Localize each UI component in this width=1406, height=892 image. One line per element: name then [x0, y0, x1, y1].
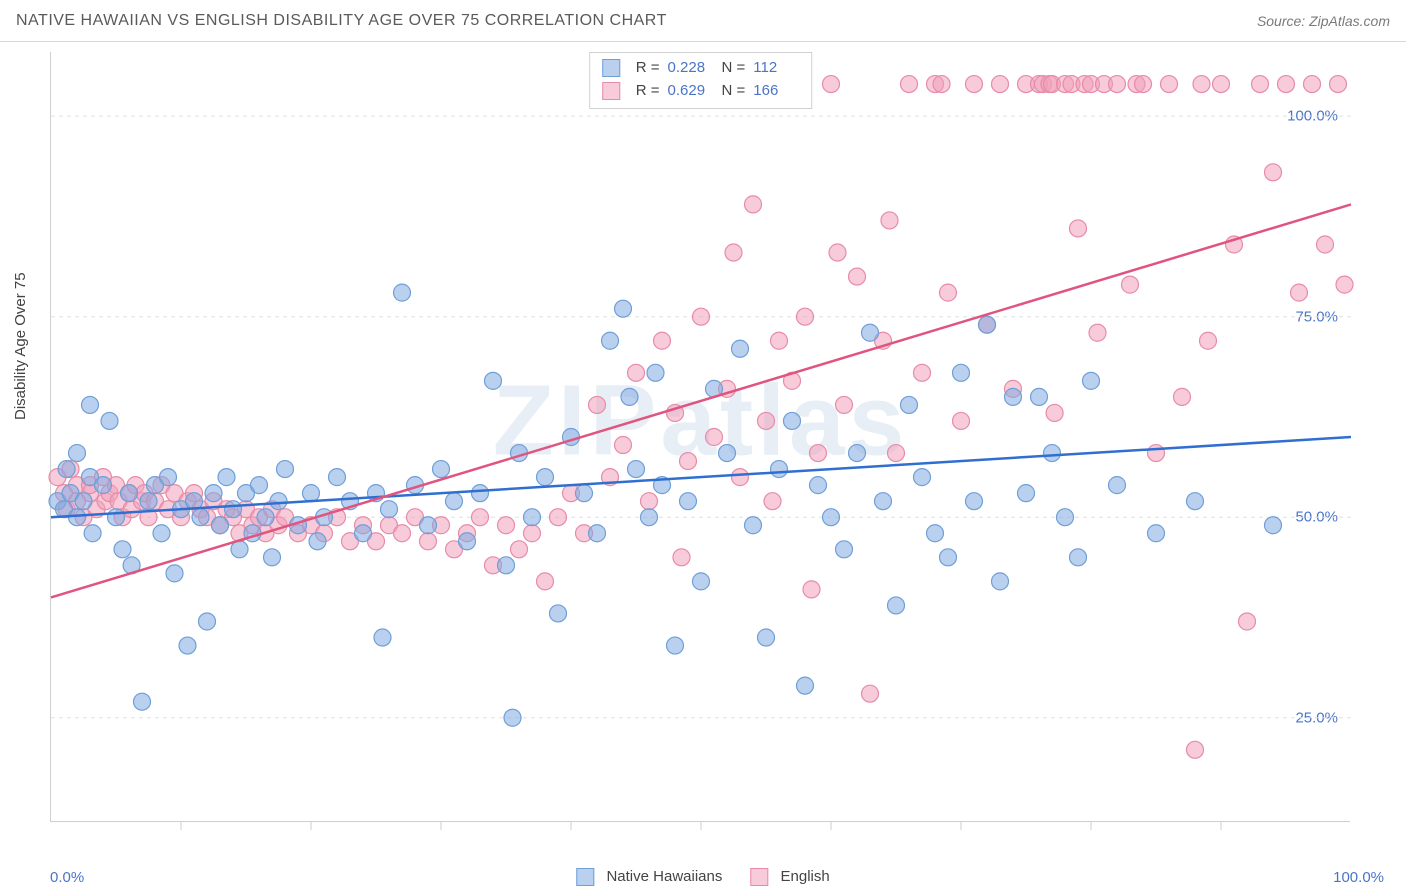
source-label: Source: — [1257, 13, 1305, 29]
swatch-pink-icon — [602, 82, 620, 100]
swatch-blue-icon — [602, 59, 620, 77]
swatch-blue-icon — [576, 868, 594, 886]
legend-item-series2: English — [750, 868, 829, 886]
stats-row-series1: R = 0.228 N = 112 — [602, 57, 800, 80]
scatter-plot-svg — [51, 52, 1350, 821]
correlation-stats-box: R = 0.228 N = 112 R = 0.629 N = 166 — [589, 52, 813, 109]
legend-item-series1: Native Hawaiians — [576, 868, 722, 886]
source-value: ZipAtlas.com — [1309, 13, 1390, 29]
legend-label-series2: English — [781, 868, 830, 885]
source-attribution: Source: ZipAtlas.com — [1257, 13, 1390, 29]
xtick-max-label: 100.0% — [1333, 869, 1384, 886]
plot-area: ZIPatlas R = 0.228 N = 112 R = 0.629 N =… — [50, 52, 1350, 822]
stats-row-series2: R = 0.629 N = 166 — [602, 80, 800, 103]
legend-label-series1: Native Hawaiians — [606, 868, 722, 885]
chart-header: NATIVE HAWAIIAN VS ENGLISH DISABILITY AG… — [0, 0, 1406, 42]
chart-title: NATIVE HAWAIIAN VS ENGLISH DISABILITY AG… — [16, 12, 667, 30]
xtick-min-label: 0.0% — [50, 869, 84, 886]
swatch-pink-icon — [750, 868, 768, 886]
y-axis-label: Disability Age Over 75 — [12, 272, 29, 420]
bottom-legend: Native Hawaiians English — [576, 868, 829, 886]
